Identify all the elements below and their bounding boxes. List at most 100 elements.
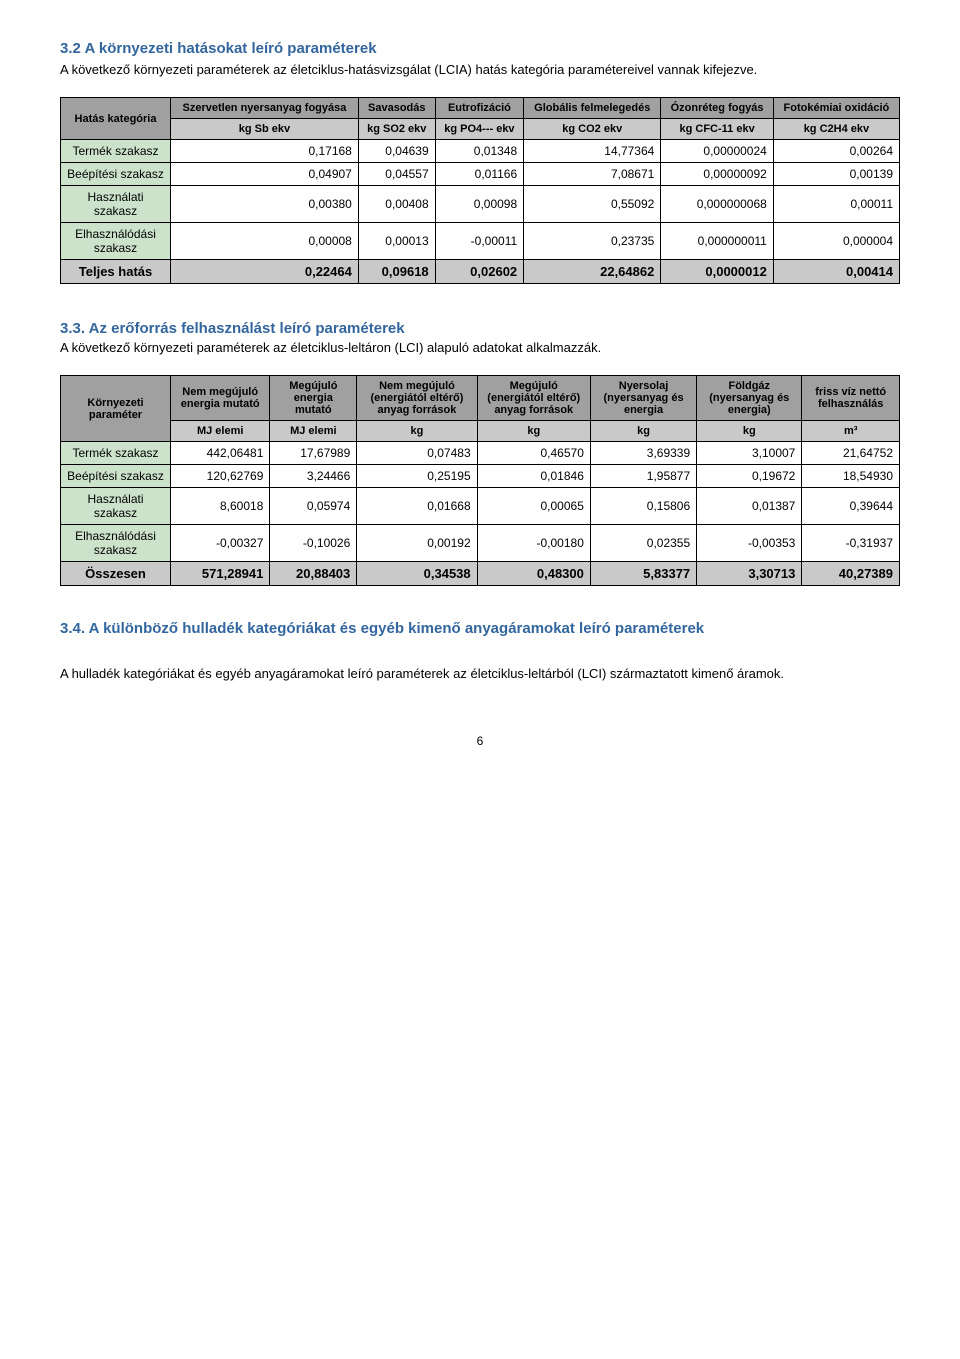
table-row: Beépítési szakasz 120,62769 3,24466 0,25… <box>61 465 900 488</box>
cell: -0,00180 <box>477 525 590 562</box>
total-cell: 22,64862 <box>524 260 661 284</box>
cell: 0,00065 <box>477 488 590 525</box>
total-label: Összesen <box>61 562 171 586</box>
section-3-3-intro-line: 3.3. Az erőforrás felhasználást leíró pa… <box>60 318 900 357</box>
total-cell: 3,30713 <box>697 562 802 586</box>
cell: 3,69339 <box>590 442 696 465</box>
section-3-3-intro: A következő környezeti paraméterek az él… <box>60 340 601 355</box>
table-row: Használati szakasz 8,60018 0,05974 0,016… <box>61 488 900 525</box>
cell: 3,24466 <box>270 465 357 488</box>
total-cell: 0,34538 <box>357 562 477 586</box>
res-h2-5: kg <box>697 421 802 442</box>
row-label: Használati szakasz <box>61 488 171 525</box>
cell: 0,00013 <box>358 223 435 260</box>
row-label: Beépítési szakasz <box>61 163 171 186</box>
impact-table: Hatás kategória Szervetlen nyersanyag fo… <box>60 97 900 284</box>
total-row: Összesen 571,28941 20,88403 0,34538 0,48… <box>61 562 900 586</box>
row-label: Termék szakasz <box>61 140 171 163</box>
resource-corner: Környezeti paraméter <box>61 376 171 442</box>
section-3-4-title: 3.4. A különböző hulladék kategóriákat é… <box>60 620 900 637</box>
cell: 0,00264 <box>773 140 899 163</box>
cell: 0,01387 <box>697 488 802 525</box>
impact-h2-4: kg CFC-11 ekv <box>661 119 773 140</box>
impact-h2-2: kg PO4--- ekv <box>435 119 523 140</box>
resource-table: Környezeti paraméter Nem megújuló energi… <box>60 375 900 586</box>
res-h1-4: Nyersolaj (nyersanyag és energia <box>590 376 696 421</box>
total-cell: 0,02602 <box>435 260 523 284</box>
row-label: Elhasználódási szakasz <box>61 223 171 260</box>
cell: 0,01668 <box>357 488 477 525</box>
cell: 0,04907 <box>171 163 359 186</box>
cell: 0,05974 <box>270 488 357 525</box>
total-cell: 571,28941 <box>171 562 270 586</box>
cell: 14,77364 <box>524 140 661 163</box>
res-h2-1: MJ elemi <box>270 421 357 442</box>
cell: 0,00192 <box>357 525 477 562</box>
cell: 0,39644 <box>802 488 900 525</box>
cell: 0,02355 <box>590 525 696 562</box>
cell: 0,000000068 <box>661 186 773 223</box>
impact-h1-1: Savasodás <box>358 98 435 119</box>
table-row: Elhasználódási szakasz -0,00327 -0,10026… <box>61 525 900 562</box>
cell: 21,64752 <box>802 442 900 465</box>
cell: 0,23735 <box>524 223 661 260</box>
cell: 0,00011 <box>773 186 899 223</box>
cell: 0,55092 <box>524 186 661 223</box>
cell: 0,00380 <box>171 186 359 223</box>
section-3-2-title: 3.2 A környezeti hatásokat leíró paramét… <box>60 40 900 57</box>
res-h1-1: Megújuló energia mutató <box>270 376 357 421</box>
cell: -0,31937 <box>802 525 900 562</box>
impact-h1-0: Szervetlen nyersanyag fogyása <box>171 98 359 119</box>
res-h1-2: Nem megújuló (energiától eltérő) anyag f… <box>357 376 477 421</box>
cell: 0,00000024 <box>661 140 773 163</box>
cell: 0,25195 <box>357 465 477 488</box>
res-h1-6: friss víz nettó felhasználás <box>802 376 900 421</box>
total-cell: 5,83377 <box>590 562 696 586</box>
cell: 0,46570 <box>477 442 590 465</box>
total-label: Teljes hatás <box>61 260 171 284</box>
row-label: Elhasználódási szakasz <box>61 525 171 562</box>
total-cell: 0,22464 <box>171 260 359 284</box>
impact-h2-0: kg Sb ekv <box>171 119 359 140</box>
cell: 0,01166 <box>435 163 523 186</box>
cell: 0,00000092 <box>661 163 773 186</box>
table-row: Használati szakasz 0,00380 0,00408 0,000… <box>61 186 900 223</box>
cell: 1,95877 <box>590 465 696 488</box>
cell: 442,06481 <box>171 442 270 465</box>
cell: 0,04557 <box>358 163 435 186</box>
impact-h2-5: kg C2H4 ekv <box>773 119 899 140</box>
impact-h1-3: Globális felmelegedés <box>524 98 661 119</box>
table-row: Termék szakasz 442,06481 17,67989 0,0748… <box>61 442 900 465</box>
cell: 0,17168 <box>171 140 359 163</box>
page-number: 6 <box>60 734 900 748</box>
res-h2-6: m³ <box>802 421 900 442</box>
table-row: Termék szakasz 0,17168 0,04639 0,01348 1… <box>61 140 900 163</box>
total-cell: 0,00414 <box>773 260 899 284</box>
cell: 0,01348 <box>435 140 523 163</box>
total-cell: 20,88403 <box>270 562 357 586</box>
cell: -0,00353 <box>697 525 802 562</box>
cell: 0,04639 <box>358 140 435 163</box>
cell: 0,01846 <box>477 465 590 488</box>
total-cell: 0,09618 <box>358 260 435 284</box>
impact-h1-2: Eutrofizáció <box>435 98 523 119</box>
cell: 0,000000011 <box>661 223 773 260</box>
res-h1-5: Földgáz (nyersanyag és energia) <box>697 376 802 421</box>
res-h1-0: Nem megújuló energia mutató <box>171 376 270 421</box>
impact-h1-5: Fotokémiai oxidáció <box>773 98 899 119</box>
cell: 0,000004 <box>773 223 899 260</box>
cell: 18,54930 <box>802 465 900 488</box>
total-cell: 0,48300 <box>477 562 590 586</box>
total-cell: 0,0000012 <box>661 260 773 284</box>
row-label: Használati szakasz <box>61 186 171 223</box>
cell: 8,60018 <box>171 488 270 525</box>
cell: 0,00408 <box>358 186 435 223</box>
total-row: Teljes hatás 0,22464 0,09618 0,02602 22,… <box>61 260 900 284</box>
res-h2-2: kg <box>357 421 477 442</box>
row-label: Beépítési szakasz <box>61 465 171 488</box>
cell: 7,08671 <box>524 163 661 186</box>
cell: 0,00139 <box>773 163 899 186</box>
cell: 0,19672 <box>697 465 802 488</box>
impact-corner: Hatás kategória <box>61 98 171 140</box>
section-3-3-title: 3.3. Az erőforrás felhasználást leíró pa… <box>60 320 405 337</box>
